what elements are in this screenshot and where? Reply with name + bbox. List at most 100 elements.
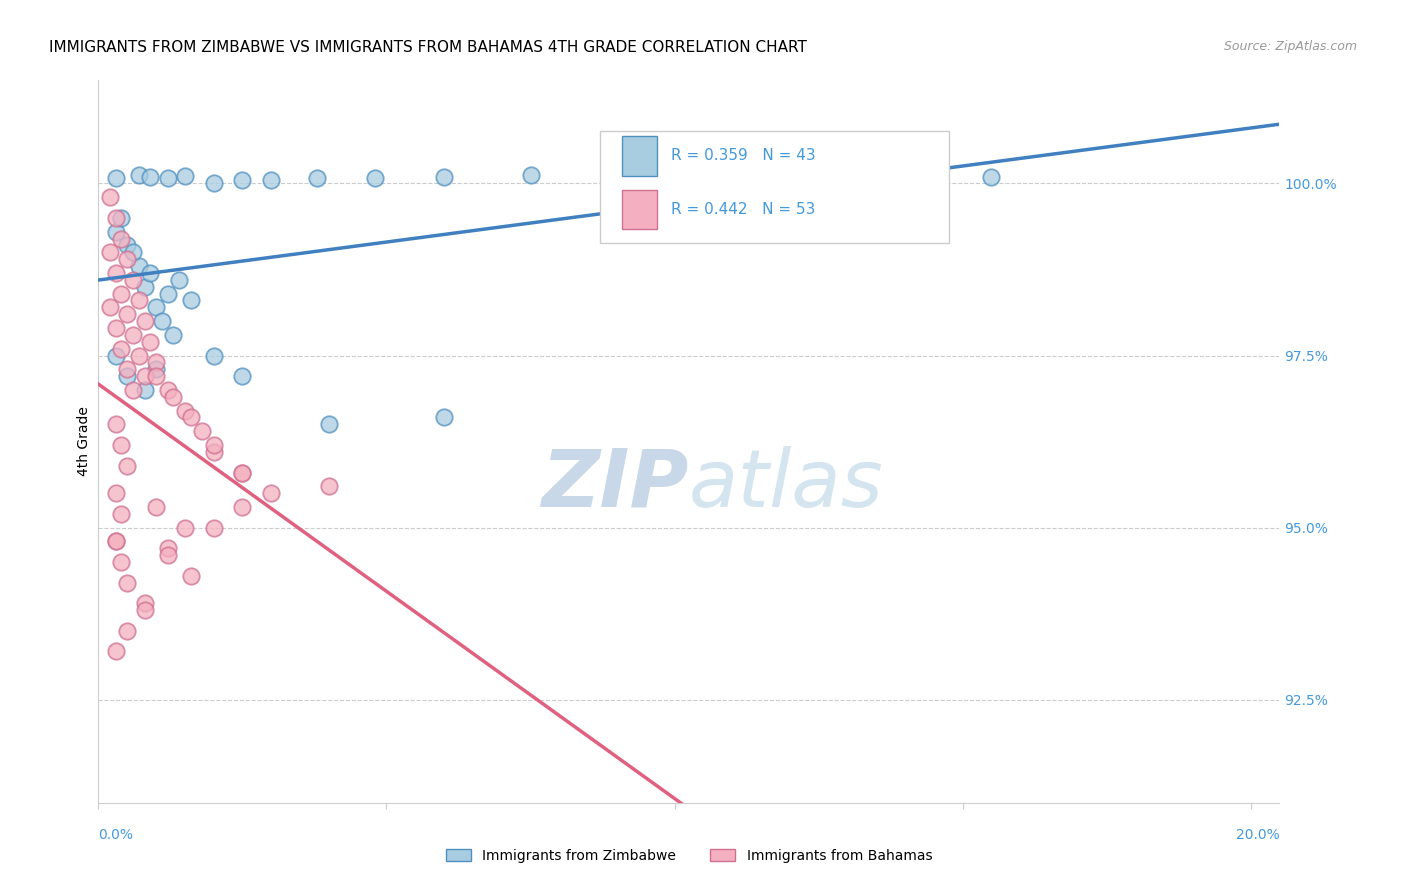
Point [167,273,190,287]
Point [180,410,202,425]
Point [145,355,167,369]
Point [115,252,138,267]
Point [433,410,456,425]
Point [128,169,150,183]
Point [104,211,127,225]
Point [122,383,145,397]
Point [162,327,184,342]
Point [202,438,225,452]
Point [104,486,127,500]
Point [98,190,121,204]
Point [162,390,184,404]
Text: ZIP: ZIP [541,446,689,524]
Point [231,466,253,480]
Point [104,170,127,185]
Point [173,403,195,417]
Bar [621,190,657,229]
Point [110,231,132,245]
Point [145,369,167,384]
Point [98,301,121,315]
Point [202,176,225,190]
FancyBboxPatch shape [600,131,949,243]
Point [115,575,138,590]
Point [318,479,340,493]
Text: IMMIGRANTS FROM ZIMBABWE VS IMMIGRANTS FROM BAHAMAS 4TH GRADE CORRELATION CHART: IMMIGRANTS FROM ZIMBABWE VS IMMIGRANTS F… [49,40,807,55]
Point [110,438,132,452]
Point [231,466,253,480]
Point [156,548,179,562]
Point [231,500,253,514]
Point [115,238,138,252]
Point [122,273,145,287]
Text: Source: ZipAtlas.com: Source: ZipAtlas.com [1223,40,1357,54]
Point [173,520,195,534]
Point [156,171,179,186]
Point [134,596,156,610]
Bar [621,136,657,176]
Point [104,321,127,335]
Point [110,555,132,569]
Point [260,173,283,187]
Point [202,520,225,534]
Point [98,245,121,260]
Point [104,534,127,549]
Point [104,534,127,549]
Point [139,334,162,349]
Point [145,500,167,514]
Y-axis label: 4th Grade: 4th Grade [77,407,91,476]
Point [145,362,167,376]
Point [606,167,628,181]
Point [122,245,145,260]
Point [115,307,138,321]
Point [202,445,225,459]
Point [145,301,167,315]
Point [433,170,456,185]
Point [156,286,179,301]
Point [980,169,1002,184]
Point [139,170,162,185]
Point [104,349,127,363]
Legend: Immigrants from Zimbabwe, Immigrants from Bahamas: Immigrants from Zimbabwe, Immigrants fro… [440,843,938,868]
Point [128,293,150,308]
Point [104,225,127,239]
Point [202,349,225,363]
Point [115,458,138,473]
Point [110,507,132,521]
Point [837,169,859,184]
Point [104,266,127,280]
Text: atlas: atlas [689,446,884,524]
Point [231,173,253,187]
Point [150,314,173,328]
Point [519,169,541,183]
Point [104,644,127,658]
Point [364,171,387,186]
Point [134,279,156,293]
Point [134,369,156,384]
Point [115,624,138,638]
Point [134,383,156,397]
Point [115,369,138,384]
Point [115,362,138,376]
Text: R = 0.359   N = 43: R = 0.359 N = 43 [671,148,815,163]
Point [180,568,202,582]
Text: R = 0.442   N = 53: R = 0.442 N = 53 [671,202,815,217]
Text: 0.0%: 0.0% [98,828,134,842]
Point [110,286,132,301]
Point [128,349,150,363]
Point [134,314,156,328]
Point [307,170,329,185]
Point [191,424,214,438]
Point [231,369,253,384]
Point [128,259,150,273]
Point [104,417,127,432]
Point [139,266,162,280]
Point [156,541,179,556]
Point [318,417,340,432]
Point [110,211,132,225]
Point [721,168,744,182]
Point [260,486,283,500]
Point [156,383,179,397]
Point [173,169,195,183]
Point [122,327,145,342]
Point [180,293,202,308]
